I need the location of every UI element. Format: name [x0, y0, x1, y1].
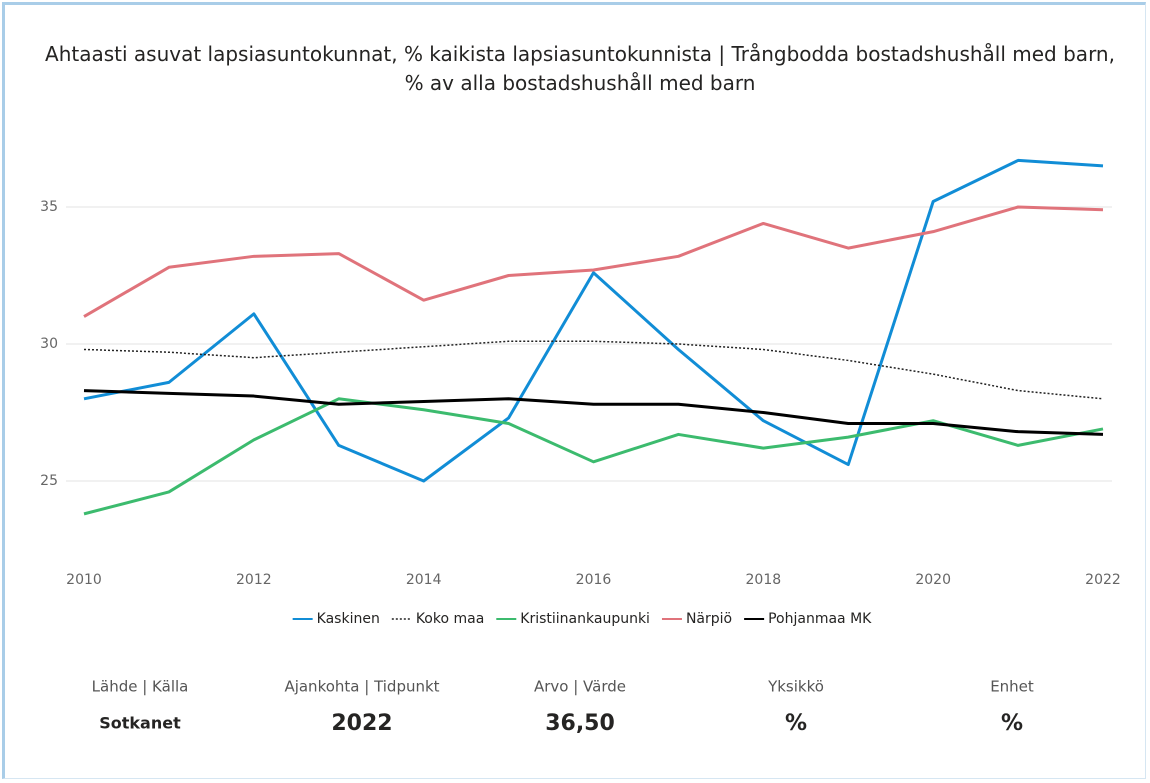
legend: Kaskinen Koko maa Kristiinankaupunki Närpiö…	[292, 611, 872, 627]
series-line	[83, 158, 1104, 483]
x-tick-label: 2014	[406, 572, 442, 588]
x-tick-label: 2012	[236, 572, 272, 588]
series-line	[83, 205, 1104, 318]
legend-label: Koko maa	[416, 611, 484, 627]
legend-label: Kristiinankaupunki	[520, 611, 650, 627]
footer-value: Sotkanet	[99, 714, 181, 733]
footer-value: 36,50	[545, 711, 615, 736]
series-line	[83, 389, 1104, 436]
legend-label: Pohjanmaa MK	[768, 611, 872, 627]
series-line	[83, 340, 1104, 400]
y-tick-label: 25	[40, 473, 58, 489]
footer-label: Arvo | Värde	[534, 678, 626, 696]
footer-label: Yksikkö	[767, 678, 824, 696]
x-tick-label: 2010	[66, 572, 102, 588]
footer-value: 2022	[331, 711, 392, 736]
legend-label: Närpiö	[686, 611, 732, 627]
x-tick-label: 2020	[915, 572, 951, 588]
footer-value: %	[785, 711, 807, 736]
x-tick-label: 2018	[746, 572, 782, 588]
footer-label: Enhet	[990, 678, 1034, 696]
x-tick-label: 2022	[1085, 572, 1121, 588]
footer-label: Ajankohta | Tidpunkt	[284, 678, 439, 696]
footer-value: %	[1001, 711, 1023, 736]
y-tick-label: 30	[40, 336, 58, 352]
legend-label: Kaskinen	[317, 611, 380, 627]
y-tick-label: 35	[40, 199, 58, 215]
chart-title: Ahtaasti asuvat lapsiasuntokunnat, % kai…	[45, 42, 1115, 95]
footer-label: Lähde | Källa	[92, 678, 189, 696]
series-line	[83, 397, 1104, 516]
title-box: Ahtaasti asuvat lapsiasuntokunnat, % kai…	[45, 42, 1115, 95]
x-tick-label: 2016	[576, 572, 612, 588]
